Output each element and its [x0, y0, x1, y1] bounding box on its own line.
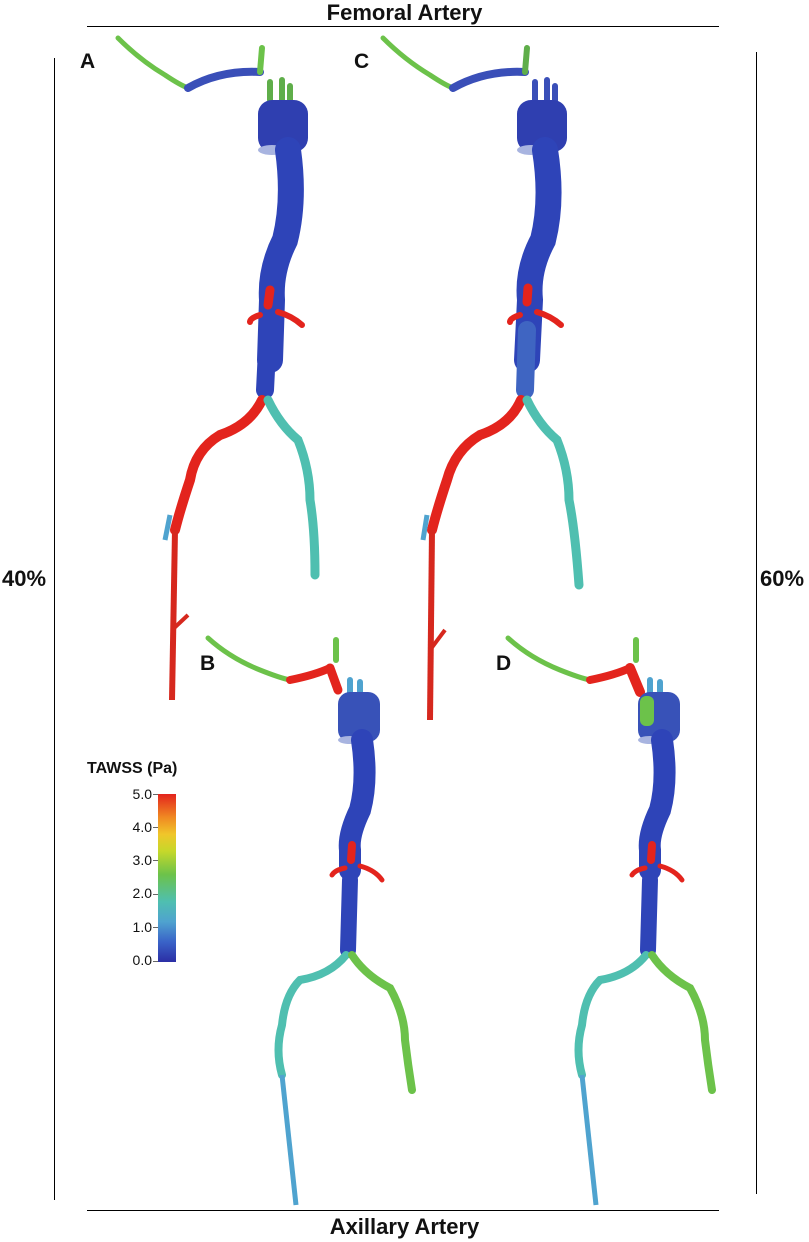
vessel-model-c: [380, 35, 584, 721]
panel-label-b: B: [200, 652, 216, 675]
bottom-title: Axillary Artery: [329, 1214, 480, 1239]
colorbar-tick-mark: [153, 894, 158, 895]
left-rule: [54, 58, 55, 1200]
colorbar-tick-mark: [153, 860, 158, 861]
right-percent: 60%: [760, 566, 805, 591]
colorbar-tick-mark: [153, 794, 158, 795]
vessel-model-b: [205, 635, 416, 1206]
left-percent: 40%: [2, 566, 47, 591]
colorbar-tick-mark: [153, 927, 158, 928]
colorbar-gradient: [158, 794, 176, 962]
colorbar-tick: 4.0: [132, 819, 152, 835]
colorbar-tick-mark: [153, 961, 158, 962]
top-rule: [87, 26, 719, 27]
colorbar-tick: 5.0: [132, 786, 152, 802]
colorbar-title: TAWSS (Pa): [87, 760, 178, 777]
colorbar-tick-mark: [153, 827, 158, 828]
colorbar-tick: 1.0: [132, 919, 152, 935]
colorbar-tick: 3.0: [132, 852, 152, 868]
panel-label-a: A: [80, 50, 96, 73]
right-rule: [756, 52, 757, 1194]
bottom-rule: [87, 1210, 719, 1211]
vessel-model-a: [115, 35, 320, 701]
colorbar-tick: 0.0: [132, 952, 152, 968]
top-title: Femoral Artery: [326, 0, 483, 25]
panel-label-c: C: [354, 50, 370, 73]
vessel-model-d: [505, 635, 716, 1206]
colorbar-tick: 2.0: [132, 885, 152, 901]
panel-label-d: D: [496, 652, 512, 675]
